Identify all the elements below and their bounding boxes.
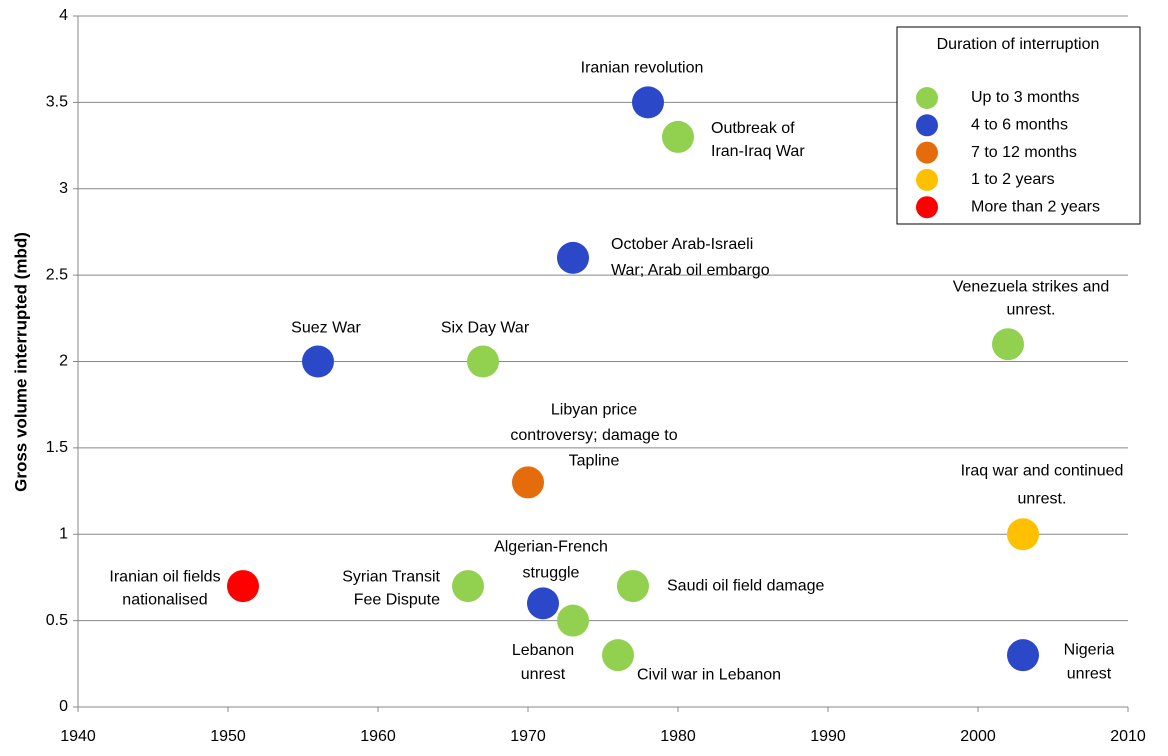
point-label: Nigeria — [1064, 641, 1115, 658]
point-label: unrest. — [1018, 490, 1067, 507]
legend-label: Up to 3 months — [971, 89, 1080, 106]
x-tick-label: 1940 — [60, 728, 96, 745]
point-label: Fee Dispute — [354, 591, 440, 608]
point-label: Outbreak of — [711, 120, 795, 137]
data-point — [617, 570, 649, 603]
legend: Duration of interruption Up to 3 months 4 … — [896, 26, 1141, 225]
point-label: Lebanon — [512, 642, 574, 659]
y-axis-label: Gross volume interrupted (mbd) — [11, 232, 30, 492]
legend-title: Duration of interruption — [937, 36, 1100, 53]
legend-label: 7 to 12 months — [971, 144, 1077, 161]
y-tick-label: 2 — [59, 353, 68, 370]
x-tick-label: 1980 — [660, 728, 696, 745]
point-label: unrest — [521, 666, 566, 683]
point-label: Algerian-French — [494, 539, 608, 556]
x-tick-label: 2000 — [960, 728, 996, 745]
point-label: Syrian Transit — [342, 568, 440, 585]
x-tick-label: 2010 — [1110, 728, 1146, 745]
data-point — [662, 120, 694, 153]
point-label: Iraq war and continued — [961, 462, 1124, 479]
data-point — [1007, 518, 1039, 551]
legend-label: 4 to 6 months — [971, 117, 1068, 134]
y-tick-label: 2.5 — [46, 266, 68, 283]
data-point — [992, 328, 1024, 361]
x-tick-label: 1960 — [360, 728, 396, 745]
point-label: Six Day War — [441, 320, 530, 337]
point-label: Saudi oil field damage — [667, 577, 825, 594]
point-label: October Arab-Israeli — [611, 236, 753, 253]
point-label: Tapline — [569, 453, 620, 470]
data-point — [467, 345, 499, 378]
point-label: Iranian oil fields — [109, 568, 220, 585]
y-tick-label: 1 — [59, 525, 68, 542]
data-point — [557, 241, 589, 274]
point-label: struggle — [523, 565, 580, 582]
data-point — [1007, 639, 1039, 672]
point-label: controversy; damage to — [510, 427, 677, 444]
legend-marker — [916, 114, 938, 137]
x-tick-label: 1970 — [510, 728, 546, 745]
data-point — [302, 345, 334, 378]
legend-marker — [916, 141, 938, 164]
legend-marker — [916, 196, 938, 219]
y-tick-label: 4 — [59, 7, 68, 24]
y-tick-label: 1.5 — [46, 439, 68, 456]
y-tick-label: 3.5 — [46, 94, 68, 111]
point-label: Libyan price — [551, 402, 637, 419]
data-point — [227, 570, 259, 603]
legend-marker — [916, 87, 938, 109]
point-label: Iran-Iraq War — [711, 143, 805, 160]
legend-label: More than 2 years — [971, 198, 1100, 215]
point-label: Suez War — [291, 320, 361, 337]
legend-marker — [916, 168, 938, 191]
x-tick-label: 1950 — [210, 728, 246, 745]
point-label: Iranian revolution — [581, 60, 704, 77]
y-tick-label: 3 — [59, 180, 68, 197]
data-point — [557, 604, 589, 637]
legend-label: 1 to 2 years — [971, 171, 1055, 188]
data-point — [452, 570, 484, 603]
data-point — [602, 639, 634, 672]
y-tick-label: 0.5 — [46, 612, 68, 629]
point-label: Civil war in Lebanon — [637, 666, 781, 683]
point-label: Venezuela strikes and — [953, 278, 1110, 295]
point-label: unrest — [1067, 665, 1112, 682]
point-label: unrest. — [1007, 301, 1056, 318]
data-point — [632, 86, 664, 119]
point-label: War; Arab oil embargo — [611, 262, 770, 279]
x-tick-label: 1990 — [810, 728, 846, 745]
point-label: nationalised — [122, 591, 207, 608]
data-point — [512, 466, 544, 499]
y-tick-label: 0 — [59, 698, 68, 715]
data-point — [527, 587, 559, 620]
